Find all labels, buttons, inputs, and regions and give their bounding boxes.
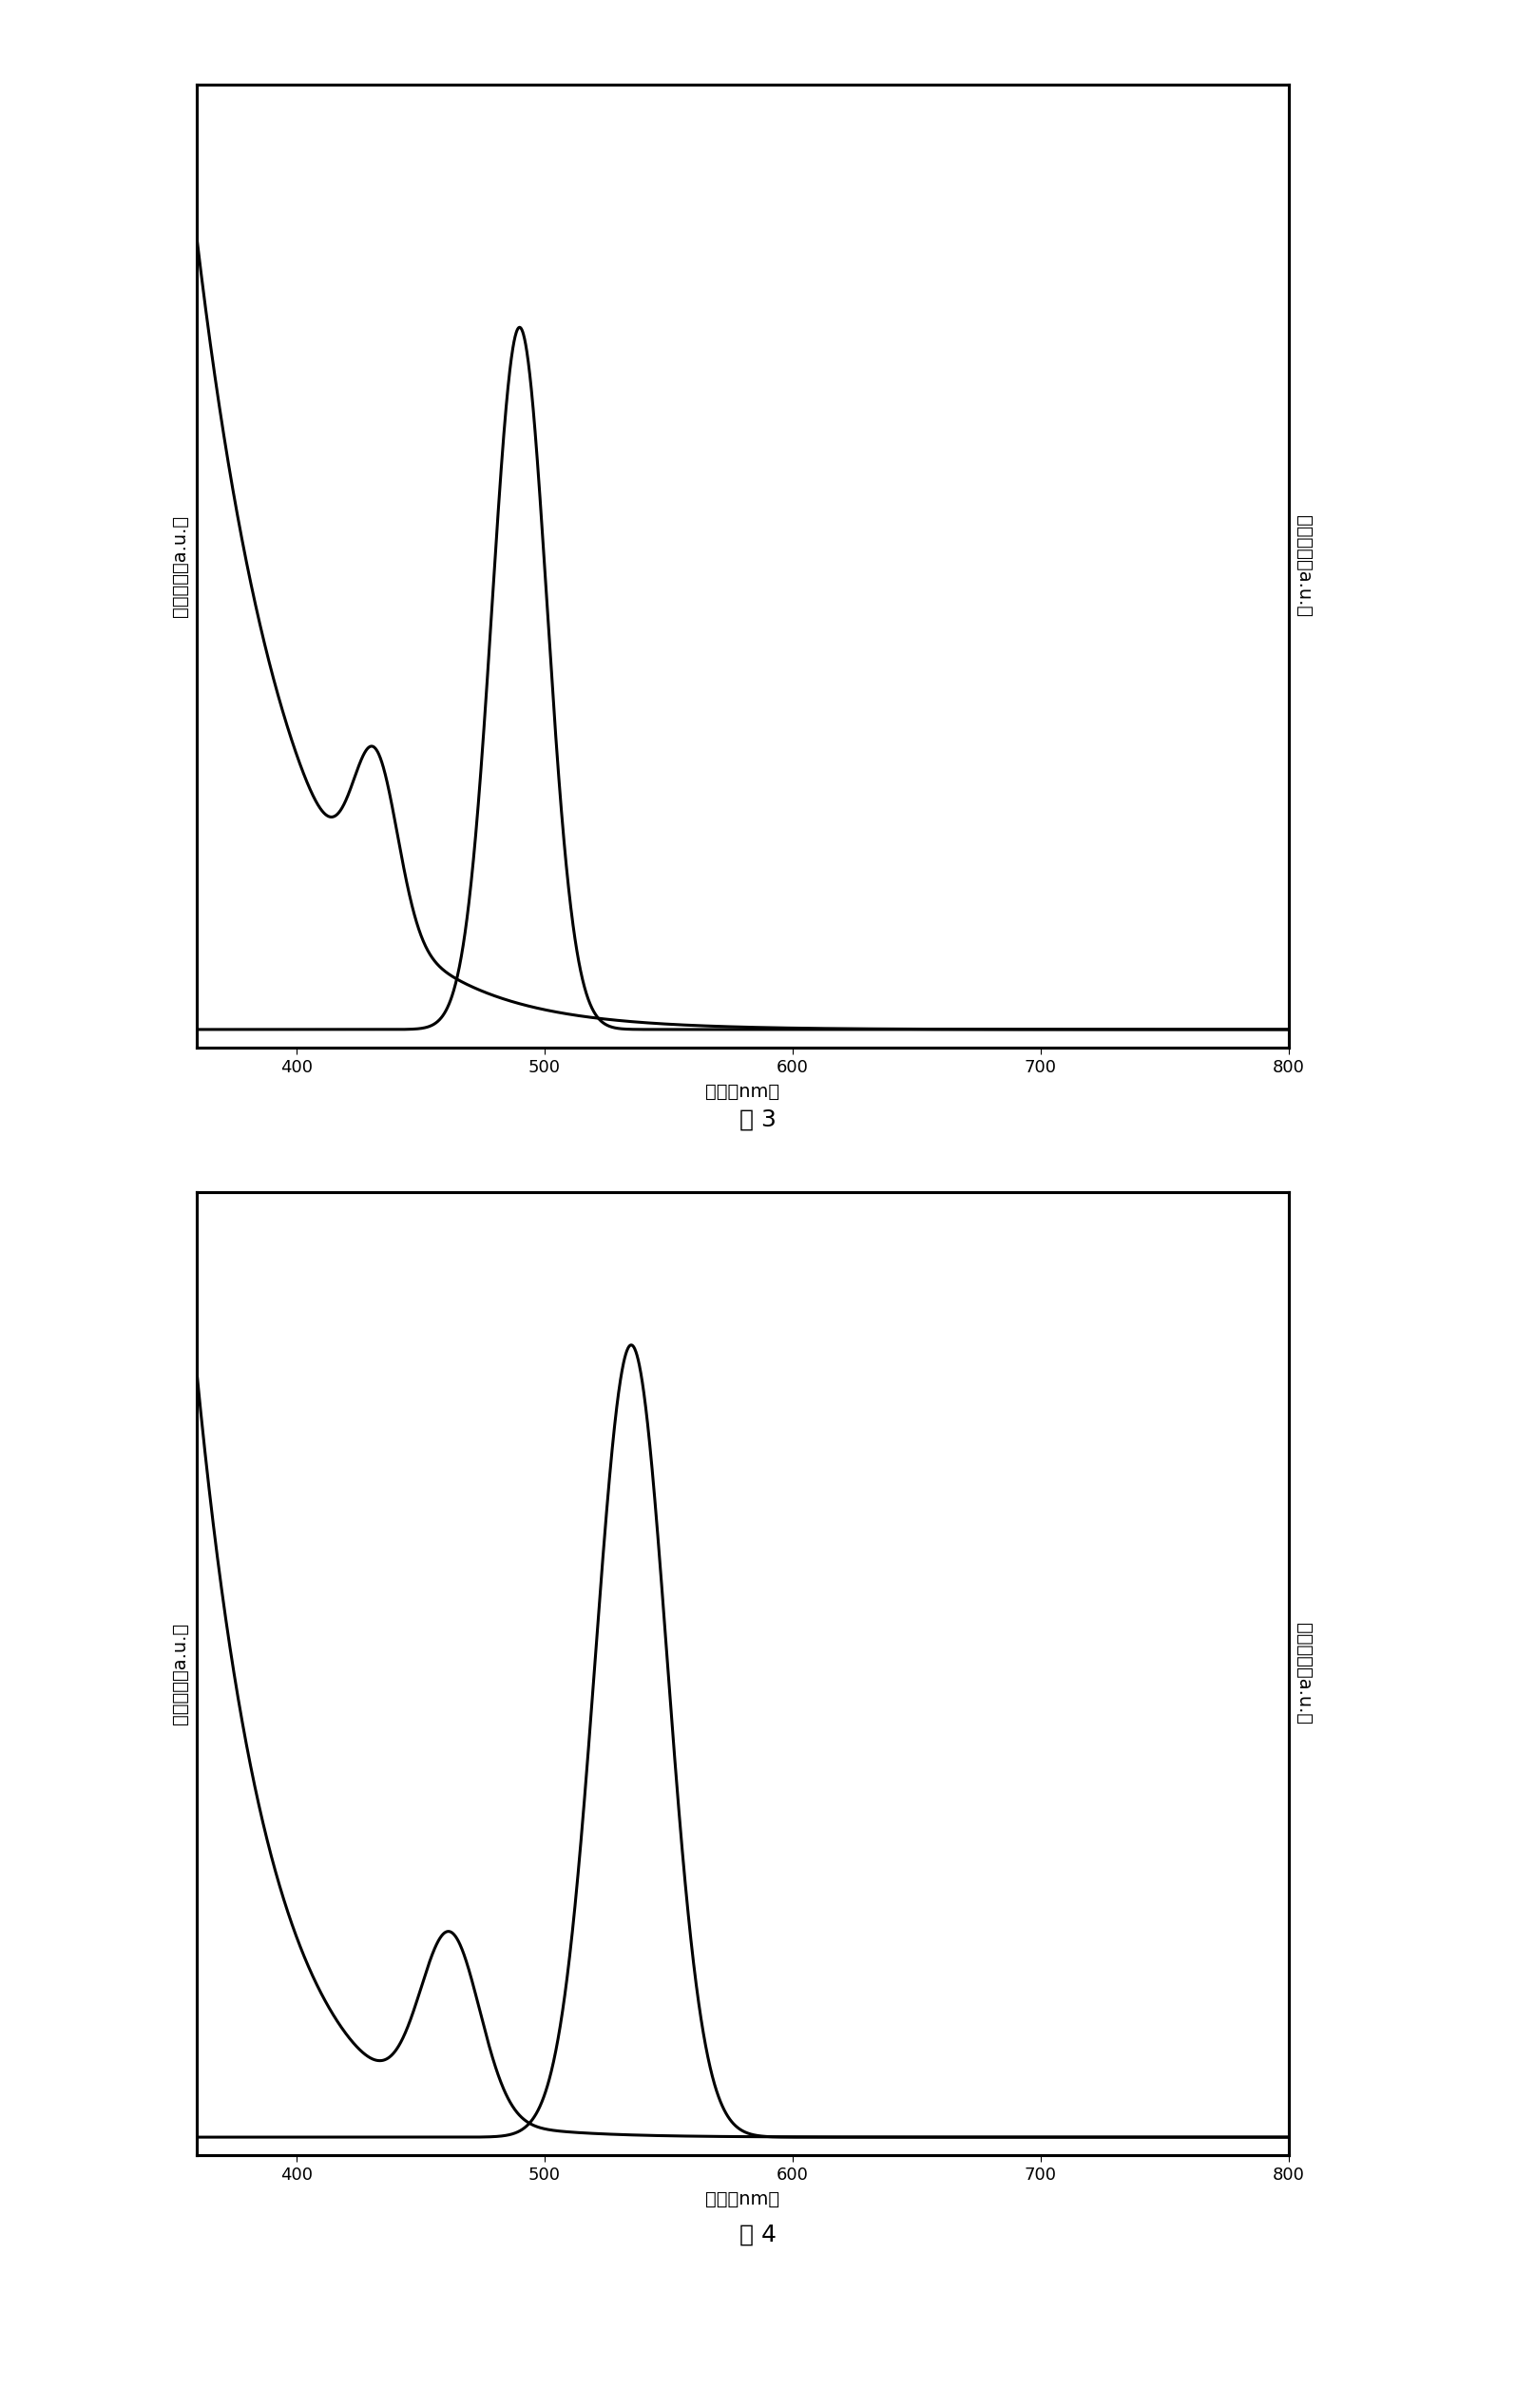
Y-axis label: 吸收强度（a.u.）: 吸收强度（a.u.）: [1295, 1623, 1313, 1724]
Y-axis label: 荧光强度（a.u.）: 荧光强度（a.u.）: [171, 1623, 190, 1724]
Y-axis label: 荧光强度（a.u.）: 荧光强度（a.u.）: [171, 515, 190, 616]
X-axis label: 波长（nm）: 波长（nm）: [706, 2191, 779, 2208]
Y-axis label: 吸收强度（a.u.）: 吸收强度（a.u.）: [1295, 515, 1313, 616]
Text: 图 4: 图 4: [740, 2223, 776, 2247]
X-axis label: 波长（nm）: 波长（nm）: [706, 1084, 779, 1100]
Text: 图 3: 图 3: [740, 1108, 776, 1132]
